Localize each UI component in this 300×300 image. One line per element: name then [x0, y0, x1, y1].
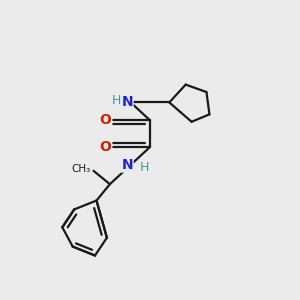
Text: O: O [100, 113, 111, 127]
Text: N: N [121, 95, 133, 110]
Text: H: H [140, 161, 149, 174]
Text: O: O [100, 140, 111, 154]
Text: H: H [112, 94, 121, 107]
Text: CH₃: CH₃ [71, 164, 91, 174]
Text: N: N [121, 158, 133, 172]
